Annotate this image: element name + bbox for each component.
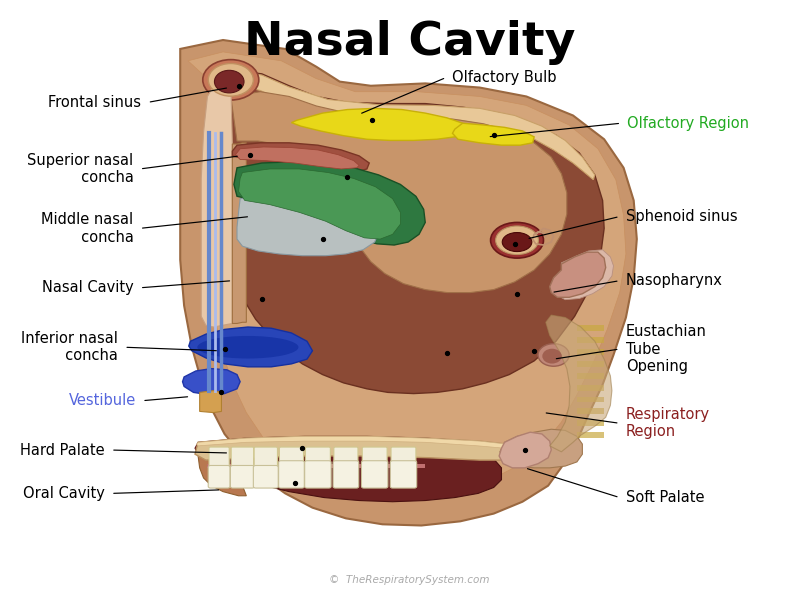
Text: Superior nasal
  concha: Superior nasal concha — [27, 153, 134, 185]
Ellipse shape — [502, 233, 532, 251]
Text: ©  TheRespiratorySystem.com: © TheRespiratorySystem.com — [330, 575, 490, 585]
Text: Frontal sinus: Frontal sinus — [48, 95, 142, 110]
FancyBboxPatch shape — [209, 447, 230, 467]
Text: Middle nasal
  concha: Middle nasal concha — [42, 212, 134, 245]
Polygon shape — [291, 108, 472, 140]
Polygon shape — [577, 373, 604, 378]
FancyBboxPatch shape — [279, 447, 303, 467]
Text: Nasopharynx: Nasopharynx — [626, 273, 723, 288]
Text: Oral Cavity: Oral Cavity — [23, 486, 105, 501]
Polygon shape — [195, 436, 514, 460]
Polygon shape — [198, 454, 502, 501]
Polygon shape — [499, 432, 551, 468]
Polygon shape — [188, 52, 626, 500]
Polygon shape — [182, 368, 240, 395]
Polygon shape — [577, 420, 604, 426]
Polygon shape — [546, 315, 612, 452]
Text: Respiratory
Region: Respiratory Region — [626, 407, 710, 439]
FancyBboxPatch shape — [362, 447, 387, 467]
Ellipse shape — [496, 226, 538, 254]
Polygon shape — [554, 250, 614, 300]
Polygon shape — [207, 464, 426, 468]
Polygon shape — [195, 436, 487, 454]
Polygon shape — [577, 349, 604, 355]
Polygon shape — [577, 384, 604, 390]
Text: Olfactory Region: Olfactory Region — [627, 116, 750, 131]
Polygon shape — [198, 454, 246, 496]
Ellipse shape — [214, 70, 244, 93]
Polygon shape — [232, 143, 370, 173]
Polygon shape — [230, 92, 567, 293]
Text: Olfactory Bulb: Olfactory Bulb — [453, 70, 557, 85]
Polygon shape — [577, 361, 604, 367]
Polygon shape — [237, 196, 378, 256]
Polygon shape — [200, 390, 222, 413]
FancyBboxPatch shape — [278, 461, 304, 488]
FancyBboxPatch shape — [208, 466, 230, 488]
FancyBboxPatch shape — [334, 447, 358, 467]
FancyBboxPatch shape — [230, 466, 254, 488]
FancyBboxPatch shape — [306, 447, 330, 467]
FancyBboxPatch shape — [333, 461, 358, 488]
Polygon shape — [214, 70, 595, 180]
Polygon shape — [577, 337, 604, 343]
Polygon shape — [453, 123, 534, 145]
FancyBboxPatch shape — [391, 447, 416, 467]
FancyBboxPatch shape — [305, 461, 331, 488]
FancyBboxPatch shape — [254, 466, 278, 488]
Polygon shape — [550, 252, 606, 297]
Polygon shape — [232, 143, 246, 324]
Polygon shape — [234, 162, 426, 245]
Polygon shape — [577, 408, 604, 414]
Text: Vestibule: Vestibule — [69, 393, 136, 408]
FancyBboxPatch shape — [390, 461, 417, 488]
Ellipse shape — [490, 223, 543, 258]
Text: Eustachian
Tube
Opening: Eustachian Tube Opening — [626, 324, 707, 374]
Text: Inferior nasal
  concha: Inferior nasal concha — [21, 331, 118, 364]
Polygon shape — [238, 169, 400, 239]
Polygon shape — [577, 396, 604, 402]
FancyBboxPatch shape — [231, 447, 254, 467]
Ellipse shape — [538, 344, 569, 366]
Polygon shape — [189, 327, 313, 367]
Text: Nasal Cavity: Nasal Cavity — [244, 20, 575, 66]
Ellipse shape — [208, 63, 254, 96]
Polygon shape — [214, 70, 604, 393]
FancyBboxPatch shape — [254, 447, 278, 467]
Text: Hard Palate: Hard Palate — [20, 442, 105, 457]
Polygon shape — [180, 40, 637, 525]
Text: Nasal Cavity: Nasal Cavity — [42, 281, 134, 296]
Polygon shape — [577, 325, 604, 331]
Polygon shape — [577, 432, 604, 438]
Polygon shape — [235, 147, 359, 169]
Polygon shape — [202, 84, 232, 327]
Text: Sphenoid sinus: Sphenoid sinus — [626, 209, 738, 224]
Polygon shape — [197, 436, 507, 448]
Ellipse shape — [198, 336, 298, 359]
Text: Soft Palate: Soft Palate — [626, 490, 705, 505]
Polygon shape — [500, 429, 582, 468]
FancyBboxPatch shape — [362, 461, 388, 488]
Ellipse shape — [542, 349, 562, 364]
Ellipse shape — [202, 60, 258, 100]
